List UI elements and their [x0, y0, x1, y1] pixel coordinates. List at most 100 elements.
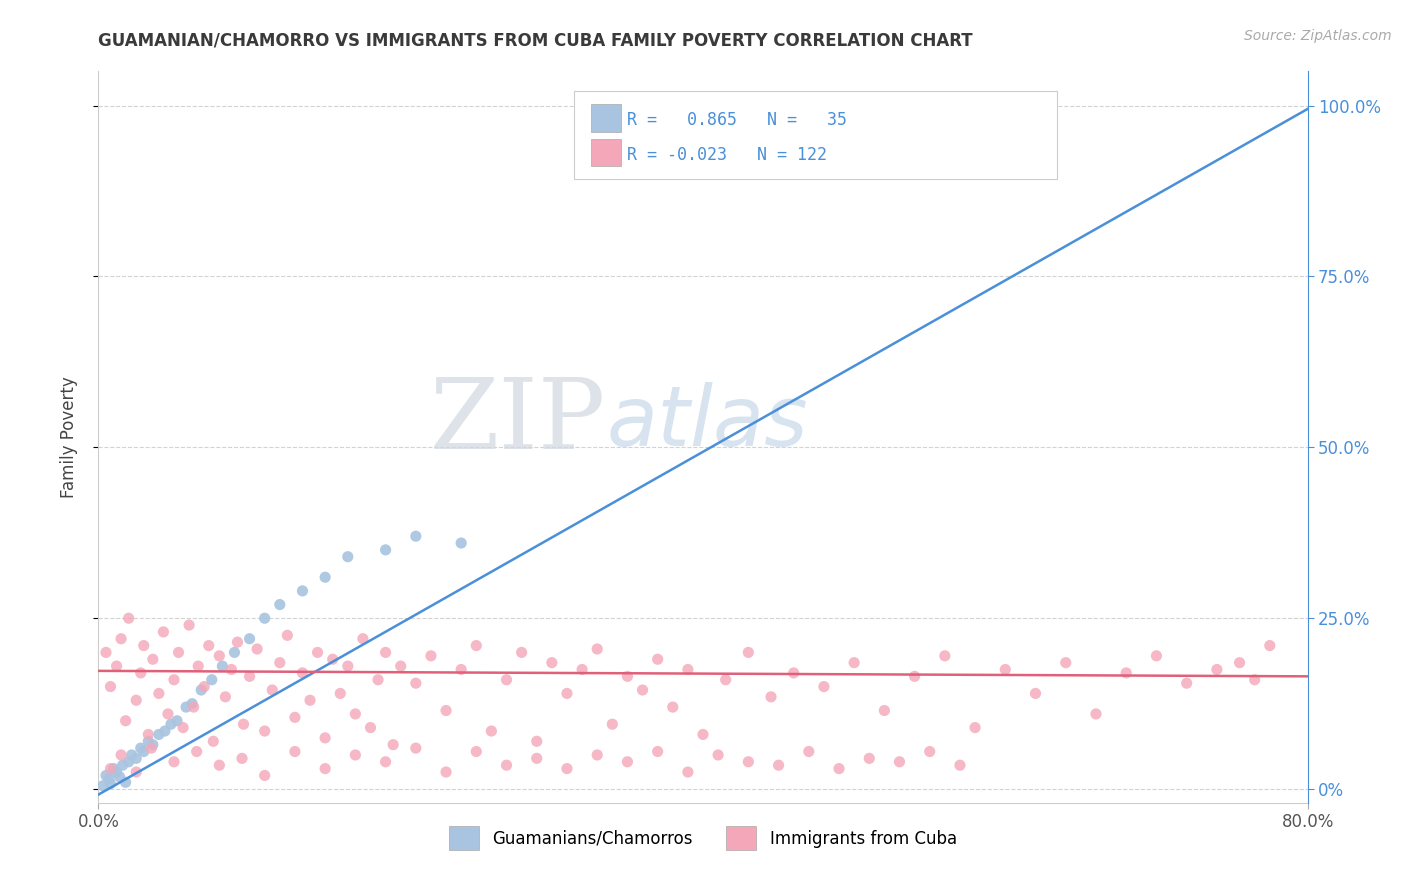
- Point: [1115, 665, 1137, 680]
- Bar: [591, 138, 621, 167]
- Point: [1229, 656, 1251, 670]
- Point: [692, 727, 714, 741]
- Point: [193, 680, 215, 694]
- Point: [540, 656, 562, 670]
- Point: [201, 673, 224, 687]
- Point: [329, 686, 352, 700]
- Point: [269, 598, 291, 612]
- Point: [934, 648, 956, 663]
- Point: [100, 777, 122, 791]
- Point: [253, 724, 276, 739]
- Point: [91, 779, 114, 793]
- Point: [844, 656, 866, 670]
- Point: [269, 656, 291, 670]
- Point: [232, 717, 254, 731]
- Point: [284, 710, 307, 724]
- Point: [125, 751, 148, 765]
- Point: [121, 747, 143, 762]
- Point: [100, 680, 122, 694]
- Point: [156, 706, 179, 721]
- Point: [434, 704, 457, 718]
- Point: [226, 635, 249, 649]
- Point: [129, 741, 152, 756]
- Point: [783, 665, 806, 680]
- Point: [495, 758, 517, 772]
- Text: Source: ZipAtlas.com: Source: ZipAtlas.com: [1244, 29, 1392, 43]
- Point: [125, 693, 148, 707]
- Point: [949, 758, 972, 772]
- Point: [322, 652, 344, 666]
- Point: [186, 745, 208, 759]
- Point: [965, 721, 987, 735]
- Point: [125, 765, 148, 780]
- Point: [676, 765, 699, 780]
- Point: [873, 704, 896, 718]
- Text: R =   0.865   N =   35: R = 0.865 N = 35: [627, 112, 846, 129]
- Point: [555, 686, 578, 700]
- Point: [389, 659, 412, 673]
- Point: [768, 758, 790, 772]
- Point: [495, 673, 517, 687]
- Point: [211, 659, 233, 673]
- Point: [118, 611, 141, 625]
- Point: [374, 542, 396, 557]
- Point: [110, 747, 132, 762]
- Point: [374, 755, 396, 769]
- Point: [382, 738, 405, 752]
- Point: [904, 669, 927, 683]
- Point: [352, 632, 374, 646]
- Point: [105, 659, 128, 673]
- Point: [167, 645, 190, 659]
- Point: [291, 665, 314, 680]
- Point: [105, 765, 128, 780]
- Point: [136, 734, 159, 748]
- Point: [181, 697, 204, 711]
- Point: [1144, 648, 1167, 663]
- Point: [1175, 676, 1198, 690]
- Point: [367, 673, 389, 687]
- Point: [737, 645, 759, 659]
- Point: [132, 639, 155, 653]
- Point: [152, 624, 174, 639]
- Point: [197, 639, 219, 653]
- Text: R = -0.023   N = 122: R = -0.023 N = 122: [627, 145, 827, 164]
- Point: [344, 747, 367, 762]
- Point: [374, 645, 396, 659]
- Point: [714, 673, 737, 687]
- Point: [586, 642, 609, 657]
- Point: [360, 721, 382, 735]
- Point: [405, 529, 427, 543]
- Point: [405, 676, 427, 690]
- Point: [179, 618, 201, 632]
- Point: [103, 762, 125, 776]
- Point: [148, 727, 170, 741]
- Point: [163, 755, 186, 769]
- Point: [246, 642, 269, 657]
- Point: [172, 721, 194, 735]
- Point: [465, 745, 488, 759]
- FancyBboxPatch shape: [574, 91, 1057, 179]
- Point: [616, 669, 638, 683]
- Point: [307, 645, 329, 659]
- Point: [1258, 639, 1281, 653]
- Point: [450, 536, 472, 550]
- Point: [98, 772, 121, 786]
- Point: [828, 762, 851, 776]
- Point: [208, 648, 231, 663]
- Point: [110, 632, 132, 646]
- Point: [647, 652, 669, 666]
- Point: [405, 741, 427, 756]
- Point: [555, 762, 578, 776]
- Point: [141, 741, 163, 756]
- Point: [631, 683, 654, 698]
- Point: [253, 611, 276, 625]
- Point: [1024, 686, 1046, 700]
- Point: [420, 648, 443, 663]
- Point: [183, 700, 205, 714]
- Point: [202, 734, 225, 748]
- Point: [187, 659, 209, 673]
- Point: [586, 747, 609, 762]
- Point: [148, 686, 170, 700]
- Point: [136, 727, 159, 741]
- Point: [142, 652, 165, 666]
